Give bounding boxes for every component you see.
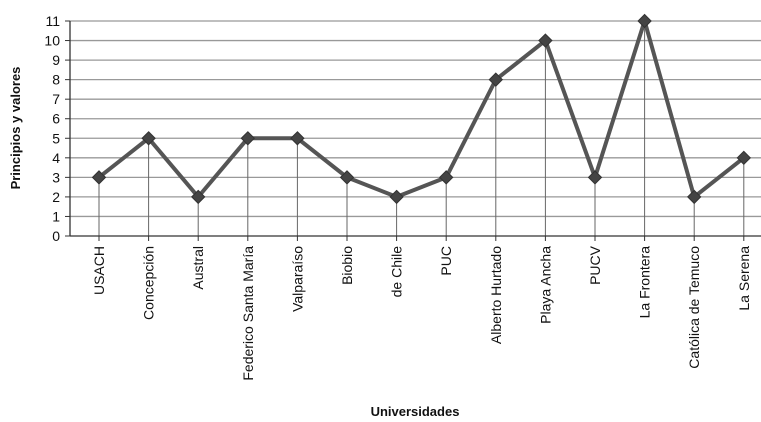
data-point (488, 72, 504, 87)
x-axis-title: Universidades (371, 404, 460, 419)
axes (69, 21, 761, 237)
data-point (686, 189, 702, 205)
y-tick-label: 6 (52, 111, 60, 127)
y-tick-label: 1 (52, 208, 60, 224)
data-point (438, 170, 454, 185)
y-tick-label: 0 (52, 228, 60, 244)
data-point (91, 170, 107, 185)
data-point (339, 170, 355, 185)
data-point (240, 131, 256, 146)
x-tick-label: Concepción (141, 246, 157, 320)
x-tick-label: USACH (91, 246, 107, 295)
x-tick-labels: USACH Concepción Austral Federico Santa Mar… (91, 236, 752, 381)
y-tick-label: 11 (45, 13, 60, 29)
data-point (587, 170, 603, 185)
y-tick-label: 7 (52, 91, 60, 107)
y-tick-label: 2 (52, 189, 60, 205)
y-axis-title: Principios y valores (8, 67, 23, 190)
data-point (538, 33, 553, 48)
y-tick-label: 4 (52, 150, 60, 166)
series-line (97, 14, 746, 201)
x-tick-label: Playa Ancha (537, 246, 553, 324)
data-point (389, 189, 404, 205)
x-tick-label: La Frontera (637, 246, 653, 319)
series-line-path (97, 14, 746, 201)
data-point (736, 150, 752, 166)
data-point (190, 189, 206, 205)
x-tick-label: Federico Santa María (240, 246, 256, 381)
y-tick-label: 3 (52, 169, 60, 185)
x-tick-label: PUC (438, 246, 454, 276)
y-tick-label: 8 (52, 72, 60, 88)
data-point (141, 131, 156, 146)
x-tick-label: PUCV (587, 245, 603, 285)
x-tick-label: La Serena (736, 246, 752, 311)
x-tick-label: de Chile (389, 246, 405, 298)
data-markers (91, 13, 752, 205)
x-tick-label: Austral (190, 246, 206, 290)
x-tick-label: Alberto Hurtado (488, 246, 504, 344)
gridlines (70, 20, 761, 218)
y-tick-label: 10 (44, 33, 60, 49)
y-tick-label: 5 (52, 130, 60, 146)
y-tick-labels: 0 1 2 3 4 5 6 7 8 9 10 11 (44, 13, 70, 244)
drop-lines (98, 21, 745, 236)
x-tick-label: Católica de Temuco (686, 246, 702, 369)
data-point (637, 13, 652, 29)
y-tick-label: 9 (52, 52, 60, 68)
x-tick-label: Biobio (339, 246, 355, 285)
x-tick-label: Valparaíso (289, 246, 305, 312)
data-point (290, 131, 305, 146)
